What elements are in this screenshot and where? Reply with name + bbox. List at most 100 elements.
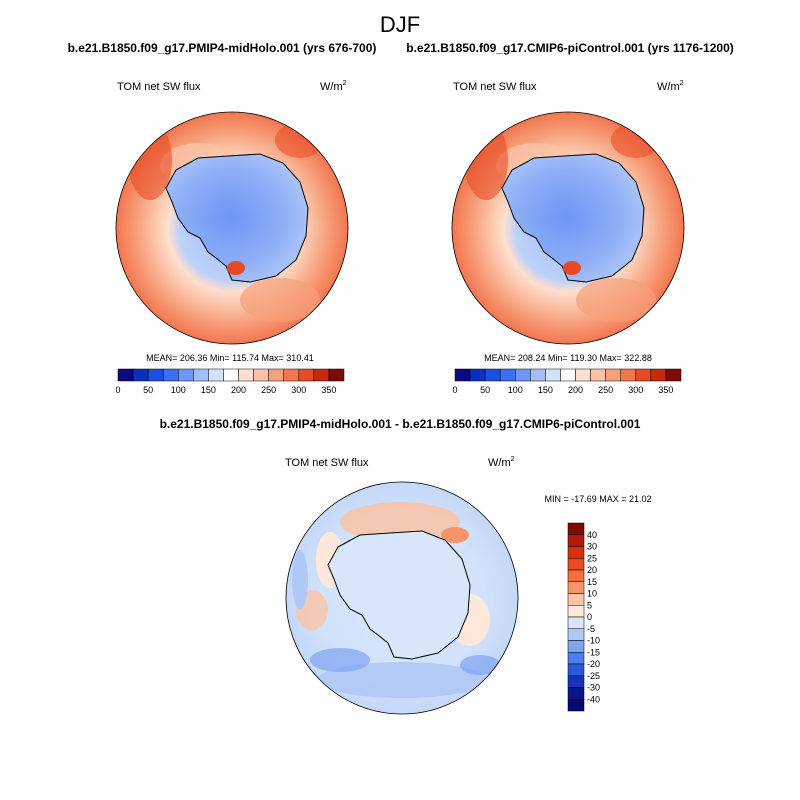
colorbar-swatch bbox=[193, 368, 209, 382]
colorbar-swatch bbox=[132, 368, 149, 382]
colorbar-tick-label: 200 bbox=[231, 385, 246, 395]
panel-difference: b.e21.B1850.f09_g17.PMIP4-midHolo.001 - … bbox=[160, 417, 652, 715]
colorbar-swatch bbox=[567, 581, 585, 594]
colorbar-tick-label: 100 bbox=[171, 385, 186, 395]
polar-map bbox=[452, 112, 684, 344]
polar-map bbox=[116, 112, 348, 344]
colorbar: 0 50 100 150 200 250 300 350 bbox=[452, 368, 682, 395]
panel-picontrol: b.e21.B1850.f09_g17.CMIP6-piControl.001 … bbox=[406, 41, 734, 395]
colorbar-swatch bbox=[620, 368, 637, 382]
stats-label: MEAN= 206.36 Min= 115.74 Max= 310.41 bbox=[146, 353, 314, 363]
colorbar-swatch bbox=[605, 368, 621, 382]
colorbar-swatch bbox=[515, 368, 531, 382]
colorbar-tick-label: 350 bbox=[321, 385, 336, 395]
colorbar-tick-label: 250 bbox=[261, 385, 276, 395]
colorbar-tick-label: 50 bbox=[143, 385, 153, 395]
colorbar-swatch bbox=[567, 640, 585, 653]
colorbar-swatch bbox=[567, 546, 585, 559]
variable-label: TOM net SW flux bbox=[117, 81, 201, 93]
colorbar-swatch bbox=[208, 368, 224, 382]
colorbar-tick-label: 25 bbox=[587, 553, 597, 563]
colorbar-swatch bbox=[567, 628, 585, 641]
colorbar-swatch bbox=[567, 687, 585, 700]
colorbar-swatch bbox=[567, 558, 585, 571]
polar-map bbox=[286, 482, 518, 714]
colorbar-swatch bbox=[635, 368, 652, 382]
colorbar-swatch bbox=[567, 663, 585, 676]
colorbar-tick-label: -10 bbox=[587, 636, 600, 646]
colorbar-tick-label: -15 bbox=[587, 647, 600, 657]
colorbar-swatch bbox=[162, 368, 179, 382]
colorbar-swatch bbox=[567, 652, 585, 665]
colorbar-swatch bbox=[178, 368, 194, 382]
stats-label: MIN = -17.69 MAX = 21.02 bbox=[544, 494, 651, 504]
colorbar-tick-label: 20 bbox=[587, 565, 597, 575]
colorbar-tick-label: 100 bbox=[508, 385, 523, 395]
colorbar-swatch bbox=[567, 569, 585, 582]
colorbar-swatch bbox=[117, 368, 134, 382]
colorbar-tick-label: 350 bbox=[658, 385, 673, 395]
colorbar-swatch bbox=[530, 368, 546, 382]
colorbar-tick-label: 150 bbox=[201, 385, 216, 395]
colorbar-tick-label: -25 bbox=[587, 671, 600, 681]
colorbar-tick-label: 0 bbox=[452, 385, 457, 395]
colorbar-tick-label: 300 bbox=[291, 385, 306, 395]
units-label: W/m2 bbox=[320, 80, 347, 93]
colorbar-swatch bbox=[313, 368, 330, 382]
colorbar-swatch bbox=[253, 368, 269, 382]
colorbar-swatch bbox=[283, 368, 300, 382]
page-title: DJF bbox=[380, 12, 420, 37]
colorbar-tick-label: -20 bbox=[587, 659, 600, 669]
colorbar-swatch bbox=[238, 368, 254, 382]
colorbar-swatch bbox=[545, 368, 561, 382]
colorbar-swatch bbox=[484, 368, 501, 382]
units-label: W/m2 bbox=[488, 456, 515, 469]
colorbar: 0 50 100 150 200 250 300 350 bbox=[115, 368, 345, 395]
colorbar-swatch bbox=[298, 368, 315, 382]
variable-label: TOM net SW flux bbox=[453, 81, 537, 93]
colorbar-swatch bbox=[469, 368, 486, 382]
colorbar-swatch bbox=[665, 368, 682, 382]
colorbar-swatch bbox=[223, 368, 239, 382]
colorbar-swatch bbox=[567, 522, 585, 535]
colorbar-tick-label: 0 bbox=[115, 385, 120, 395]
colorbar-swatch bbox=[567, 534, 585, 547]
colorbar-tick-label: 5 bbox=[587, 600, 592, 610]
colorbar-swatch bbox=[567, 675, 585, 688]
colorbar-tick-label: 30 bbox=[587, 542, 597, 552]
colorbar-swatch bbox=[499, 368, 516, 382]
colorbar-tick-label: 250 bbox=[598, 385, 613, 395]
colorbar-swatch bbox=[268, 368, 284, 382]
colorbar-swatch bbox=[590, 368, 606, 382]
colorbar-tick-label: 40 bbox=[587, 530, 597, 540]
colorbar-swatch bbox=[328, 368, 345, 382]
colorbar-swatch bbox=[567, 605, 585, 618]
units-label: W/m2 bbox=[657, 80, 684, 93]
colorbar-tick-label: -40 bbox=[587, 694, 600, 704]
colorbar-tick-label: 10 bbox=[587, 589, 597, 599]
colorbar-tick-label: 50 bbox=[480, 385, 490, 395]
colorbar-tick-label: 200 bbox=[568, 385, 583, 395]
colorbar-swatch bbox=[567, 616, 585, 629]
colorbar-swatch bbox=[650, 368, 667, 382]
colorbar-tick-label: 150 bbox=[538, 385, 553, 395]
panel-title: b.e21.B1850.f09_g17.PMIP4-midHolo.001 (y… bbox=[68, 41, 377, 55]
colorbar-swatch bbox=[575, 368, 591, 382]
colorbar-swatch bbox=[567, 593, 585, 606]
colorbar-swatch bbox=[567, 699, 585, 712]
colorbar-swatch bbox=[147, 368, 164, 382]
colorbar-tick-label: -30 bbox=[587, 683, 600, 693]
colorbar-tick-label: 0 bbox=[587, 612, 592, 622]
colorbar-swatch bbox=[560, 368, 576, 382]
colorbar-tick-label: -5 bbox=[587, 624, 595, 634]
colorbar-tick-label: 300 bbox=[628, 385, 643, 395]
colorbar-swatch bbox=[454, 368, 471, 382]
panel-title: b.e21.B1850.f09_g17.PMIP4-midHolo.001 - … bbox=[160, 417, 641, 431]
panel-midholo: b.e21.B1850.f09_g17.PMIP4-midHolo.001 (y… bbox=[68, 41, 377, 395]
panel-title: b.e21.B1850.f09_g17.CMIP6-piControl.001 … bbox=[406, 41, 734, 55]
colorbar-tick-label: 15 bbox=[587, 577, 597, 587]
variable-label: TOM net SW flux bbox=[285, 457, 369, 469]
stats-label: MEAN= 208.24 Min= 119.30 Max= 322.88 bbox=[484, 353, 652, 363]
